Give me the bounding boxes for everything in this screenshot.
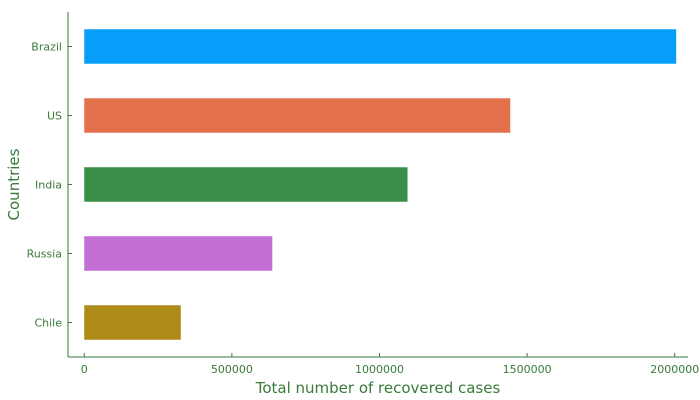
y-tick-label: Brazil [31, 41, 62, 54]
y-tick-label: Chile [34, 317, 62, 330]
y-tick-label: Russia [27, 248, 62, 261]
y-tick-labels: Brazil US India Russia Chile [27, 41, 72, 330]
x-tick-label: 0 [81, 363, 88, 376]
y-tick-label: US [47, 110, 62, 123]
bar-chile [84, 305, 181, 340]
bar-us [84, 98, 511, 133]
x-tick-labels: 0 500000 1000000 1500000 2000000 [81, 353, 699, 376]
x-tick-label: 500000 [211, 363, 253, 376]
x-tick-label: 1000000 [355, 363, 404, 376]
bar-russia [84, 236, 273, 271]
x-tick-label: 1500000 [503, 363, 552, 376]
y-axis-title: Countries [5, 148, 23, 220]
bars-group [84, 29, 677, 340]
x-axis-title: Total number of recovered cases [255, 379, 501, 397]
bar-india [84, 167, 408, 202]
y-tick-label: India [35, 179, 62, 192]
bar-brazil [84, 29, 677, 64]
x-tick-label: 2000000 [650, 363, 699, 376]
